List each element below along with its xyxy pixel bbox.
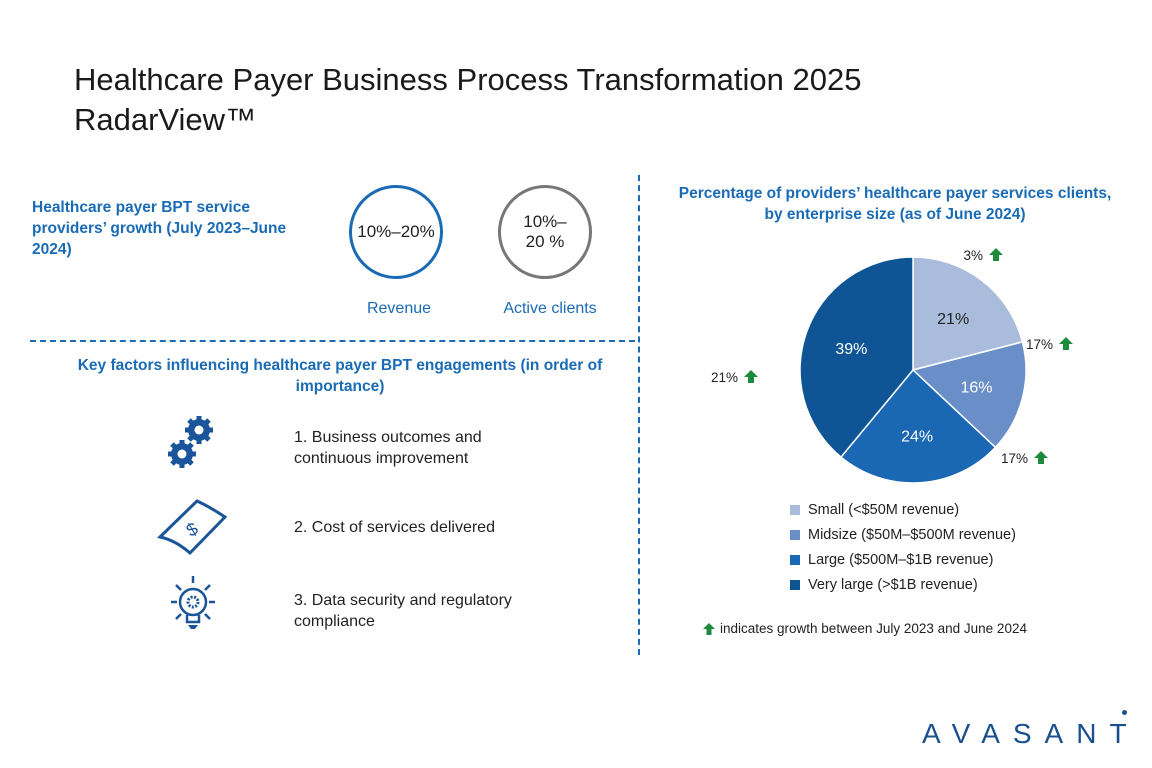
slice-label: 24% (901, 428, 933, 445)
horizontal-divider (30, 340, 635, 342)
growth-label: 3% (963, 248, 983, 263)
slice-label: 39% (835, 341, 867, 358)
legend-label: Very large (>$1B revenue) (808, 577, 978, 593)
legend-item: Very large (>$1B revenue) (790, 577, 1016, 593)
legend-label: Large ($500M–$1B revenue) (808, 552, 994, 568)
growth-arrow-icon (744, 370, 758, 383)
pie-slice-2 (839, 368, 997, 484)
growth-label: 17% (1026, 337, 1053, 352)
growth-note-text: indicates growth between July 2023 and J… (720, 621, 1027, 636)
legend-swatch (790, 580, 800, 590)
slice-label: 16% (960, 379, 992, 396)
revenue-circle: 10%–20% (349, 185, 443, 279)
slice-label: 21% (937, 311, 969, 328)
page-title: Healthcare Payer Business Process Transf… (74, 62, 862, 137)
pie-slice-1 (911, 340, 1027, 449)
legend-item: Midsize ($50M–$500M revenue) (790, 527, 1016, 543)
vertical-divider (638, 175, 640, 655)
growth-label: 21% (711, 370, 738, 385)
growth-arrow-icon (1034, 451, 1048, 464)
growth-arrow-icon (1059, 337, 1073, 350)
lightbulb-gear-icon (171, 576, 215, 629)
growth-arrow-icon (989, 248, 1003, 261)
growth-note: indicates growth between July 2023 and J… (702, 621, 1027, 636)
pie-slice-0 (912, 256, 1024, 371)
revenue-label: Revenue (366, 300, 432, 317)
legend-swatch (790, 505, 800, 515)
clients-label: Active clients (503, 300, 597, 317)
logo-dot (1122, 710, 1127, 715)
money-bill-icon: $ (156, 499, 228, 556)
factors-heading: Key factors influencing healthcare payer… (77, 357, 603, 395)
legend-label: Small (<$50M revenue) (808, 502, 960, 518)
legend-swatch (790, 555, 800, 565)
growth-arrow-icon (703, 622, 715, 635)
clients-circle: 10%–20 % (498, 185, 592, 279)
chart-title: Percentage of providers’ healthcare paye… (678, 185, 1112, 223)
legend-item: Small (<$50M revenue) (790, 502, 1016, 518)
factor-1: 1. Business outcomes and continuous impr… (294, 429, 482, 467)
legend-item: Large ($500M–$1B revenue) (790, 552, 1016, 568)
growth-label: 17% (1001, 451, 1028, 466)
legend-label: Midsize ($50M–$500M revenue) (808, 527, 1016, 543)
avasant-logo: AVASANT (922, 718, 1140, 749)
legend-swatch (790, 530, 800, 540)
gears-icon (168, 416, 213, 468)
chart-legend: Small (<$50M revenue) Midsize ($50M–$500M… (790, 502, 1016, 593)
factor-3: 3. Data security and regulatory complian… (294, 592, 512, 630)
pie-slice-3 (799, 256, 914, 459)
growth-heading: Healthcare payer BPT service providers’ … (32, 199, 287, 258)
factor-2: 2. Cost of services delivered (294, 519, 495, 536)
